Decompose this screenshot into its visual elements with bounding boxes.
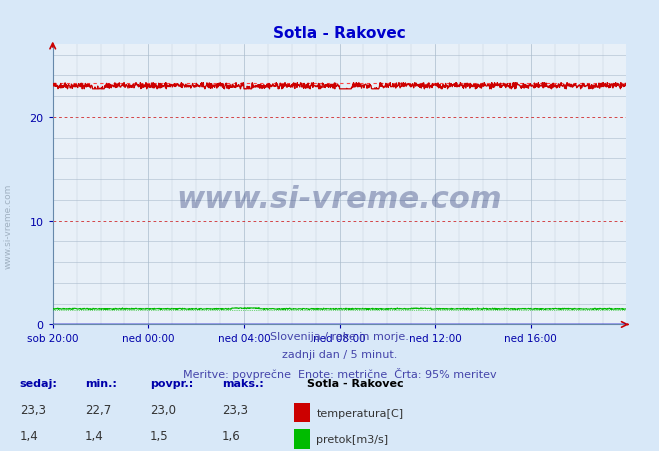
Text: 1,4: 1,4	[20, 429, 38, 442]
Text: 1,6: 1,6	[222, 429, 241, 442]
Text: 1,4: 1,4	[85, 429, 103, 442]
Text: www.si-vreme.com: www.si-vreme.com	[177, 184, 502, 213]
Text: 22,7: 22,7	[85, 403, 111, 416]
Text: 23,3: 23,3	[20, 403, 45, 416]
Text: povpr.:: povpr.:	[150, 378, 193, 388]
Text: Slovenija / reke in morje.: Slovenija / reke in morje.	[270, 331, 409, 341]
Text: maks.:: maks.:	[222, 378, 264, 388]
Text: Sotla - Rakovec: Sotla - Rakovec	[306, 378, 403, 388]
Text: sedaj:: sedaj:	[20, 378, 57, 388]
Text: 23,3: 23,3	[222, 403, 248, 416]
Title: Sotla - Rakovec: Sotla - Rakovec	[273, 26, 406, 41]
Text: www.si-vreme.com: www.si-vreme.com	[3, 183, 13, 268]
Text: pretok[m3/s]: pretok[m3/s]	[316, 434, 389, 445]
FancyBboxPatch shape	[294, 429, 310, 449]
Text: zadnji dan / 5 minut.: zadnji dan / 5 minut.	[281, 350, 397, 359]
Text: 1,5: 1,5	[150, 429, 169, 442]
Text: 23,0: 23,0	[150, 403, 176, 416]
Text: min.:: min.:	[85, 378, 117, 388]
Text: temperatura[C]: temperatura[C]	[316, 408, 403, 418]
FancyBboxPatch shape	[294, 403, 310, 422]
Text: Meritve: povprečne  Enote: metrične  Črta: 95% meritev: Meritve: povprečne Enote: metrične Črta:…	[183, 368, 496, 380]
